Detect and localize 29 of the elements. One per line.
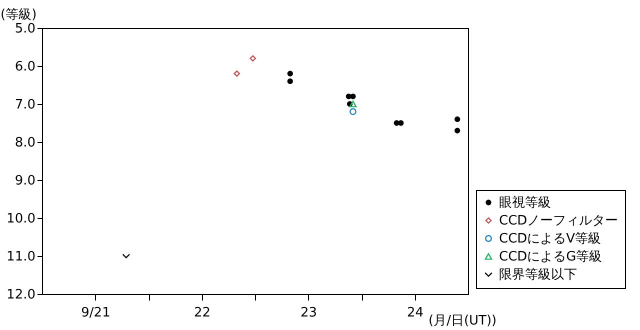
point [287, 78, 293, 84]
x-tick-label: 23 [300, 306, 318, 320]
y-tick-label: 12.0 [6, 288, 36, 302]
point [349, 100, 357, 108]
y-axis-title: (等級) [0, 8, 37, 22]
legend-label: CCDによるG等級 [499, 250, 602, 264]
x-tick-label: 24 [406, 306, 424, 320]
y-tick-label: 6.0 [14, 60, 36, 74]
y-tick-label: 8.0 [14, 136, 36, 150]
point [398, 120, 404, 126]
legend-label: CCDノーフィルター [499, 214, 618, 228]
point [350, 108, 356, 116]
point [454, 128, 460, 134]
legend-label: 眼視等級 [499, 196, 551, 210]
point [250, 55, 256, 62]
y-tick-label: 5.0 [14, 22, 36, 36]
x-tick-label: 22 [194, 306, 211, 320]
point [454, 116, 460, 122]
legend-label: 限界等級以下 [499, 268, 577, 282]
y-tick-label: 11.0 [6, 250, 36, 264]
point [350, 94, 356, 100]
y-tick-label: 7.0 [14, 98, 36, 112]
y-tick-label: 9.0 [14, 174, 36, 188]
point [234, 70, 240, 77]
legend-label: CCDによるV等級 [499, 232, 602, 246]
y-tick-label: 10.0 [6, 212, 36, 226]
point [287, 70, 293, 76]
x-tick-label: 9/21 [81, 306, 110, 320]
x-axis-title: (月/日(UT)) [428, 314, 497, 328]
